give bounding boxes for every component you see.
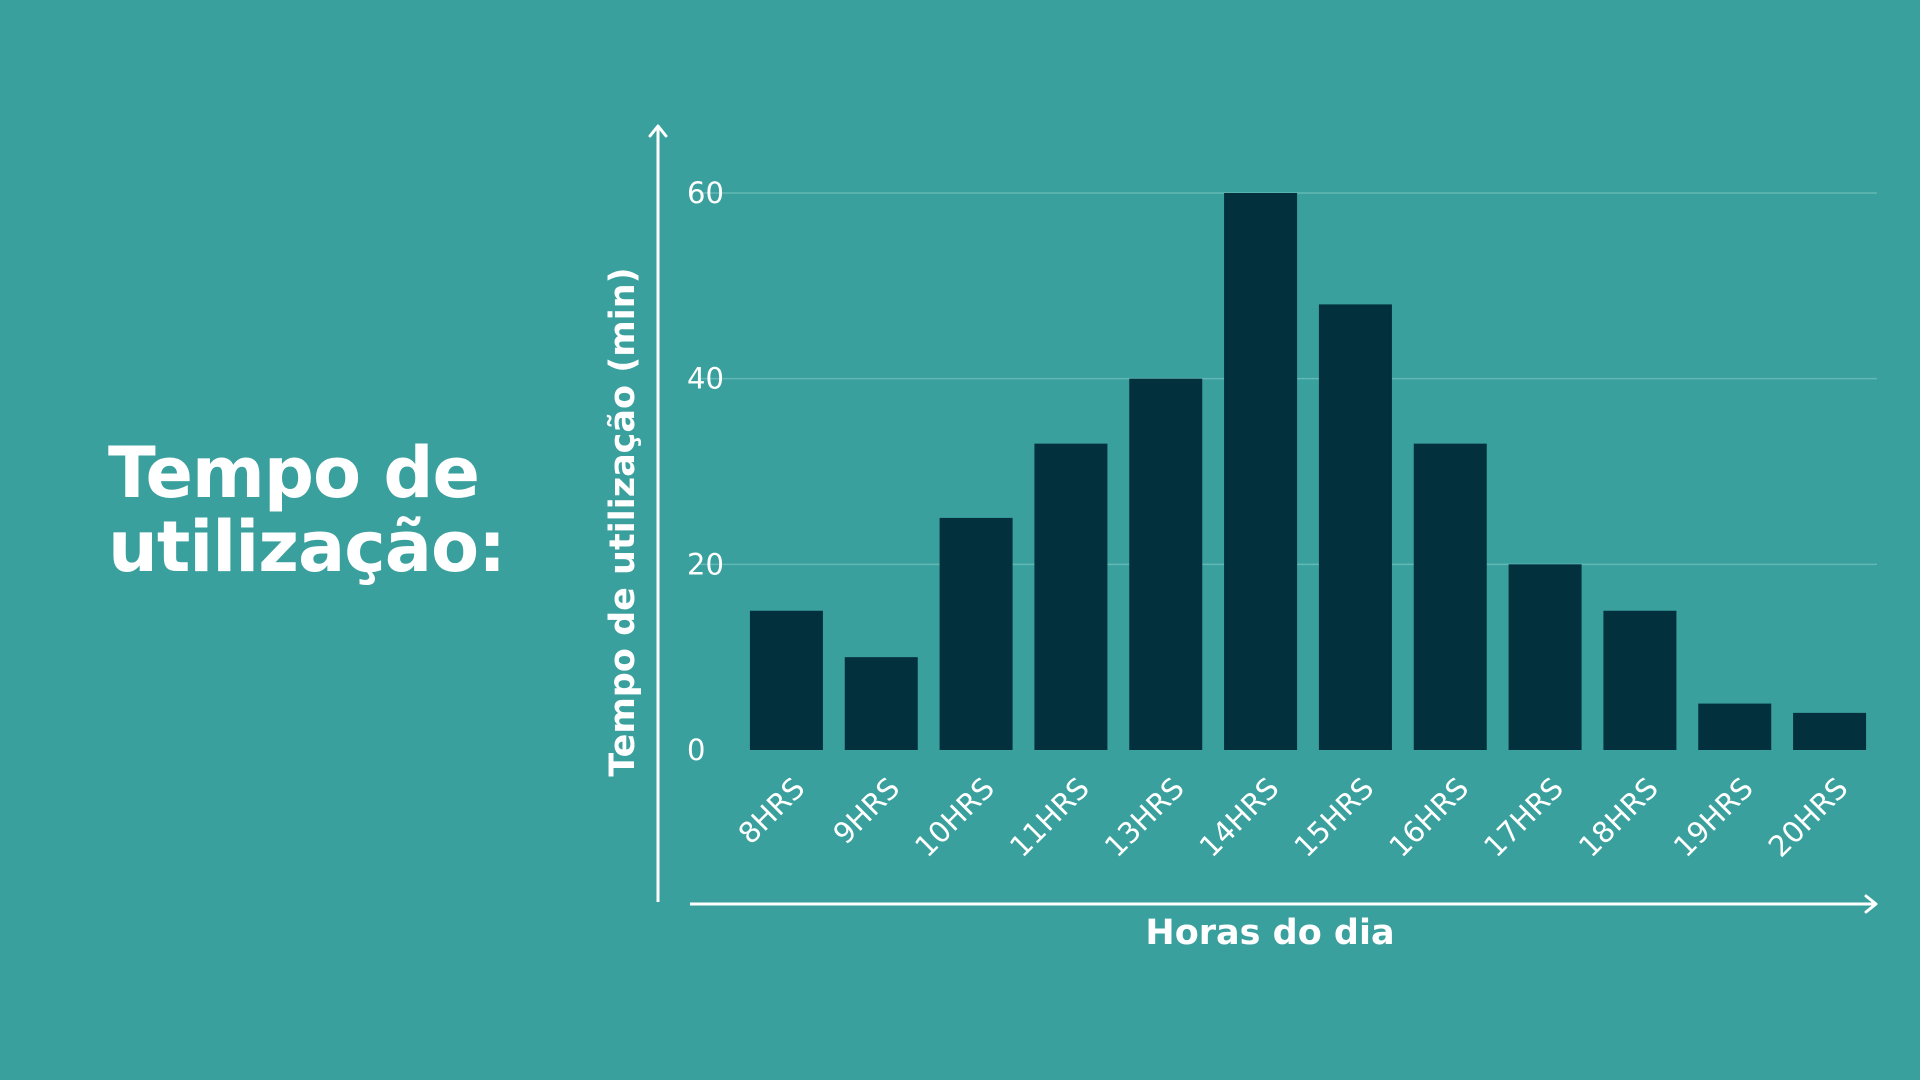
x-tick-label: 9HRS <box>826 771 906 851</box>
x-tick-label: 10HRS <box>908 771 1001 864</box>
slide-title: Tempo de utilização: <box>108 436 568 584</box>
y-tick-label: 60 <box>687 176 724 210</box>
x-tick-label: 16HRS <box>1382 771 1475 864</box>
x-tick-label: 20HRS <box>1762 771 1855 864</box>
y-tick-label: 40 <box>687 362 724 396</box>
bar-13hrs <box>1129 378 1203 750</box>
x-axis-arrowhead <box>1864 894 1878 914</box>
slide-title-line-1: Tempo de <box>108 432 480 514</box>
y-axis-title: Tempo de utilização (min) <box>603 267 643 776</box>
y-tick-label: 20 <box>687 547 724 581</box>
bar-16hrs <box>1413 443 1487 750</box>
y-tick-labels: 0 20 40 60 <box>687 176 724 767</box>
bar-14hrs <box>1224 193 1298 750</box>
bar-10hrs <box>939 517 1013 750</box>
x-tick-labels: 8HRS 9HRS 10HRS 11HRS 13HRS 14HRS 15HRS 16HRS 17… <box>732 771 1855 864</box>
bar-9hrs <box>844 657 918 750</box>
bar-18hrs <box>1603 610 1677 750</box>
x-tick-label: 15HRS <box>1288 771 1381 864</box>
bar-19hrs <box>1698 703 1772 750</box>
bar-20hrs <box>1793 712 1867 750</box>
x-tick-label: 8HRS <box>732 771 812 851</box>
y-tick-label: 0 <box>687 733 705 767</box>
bar-11hrs <box>1034 443 1108 750</box>
bars <box>749 193 1867 750</box>
bar-15hrs <box>1318 304 1392 750</box>
x-tick-label: 19HRS <box>1667 771 1760 864</box>
x-tick-label: 11HRS <box>1003 771 1096 864</box>
slide-title-line-2: utilização: <box>108 506 506 588</box>
bar-8hrs <box>749 610 823 750</box>
x-tick-label: 13HRS <box>1098 771 1191 864</box>
x-tick-label: 18HRS <box>1572 771 1665 864</box>
x-tick-label: 14HRS <box>1193 771 1286 864</box>
bar-17hrs <box>1508 564 1582 750</box>
x-tick-label: 17HRS <box>1477 771 1570 864</box>
x-axis-title: Horas do dia <box>1145 913 1394 953</box>
y-axis-arrowhead <box>648 124 668 138</box>
